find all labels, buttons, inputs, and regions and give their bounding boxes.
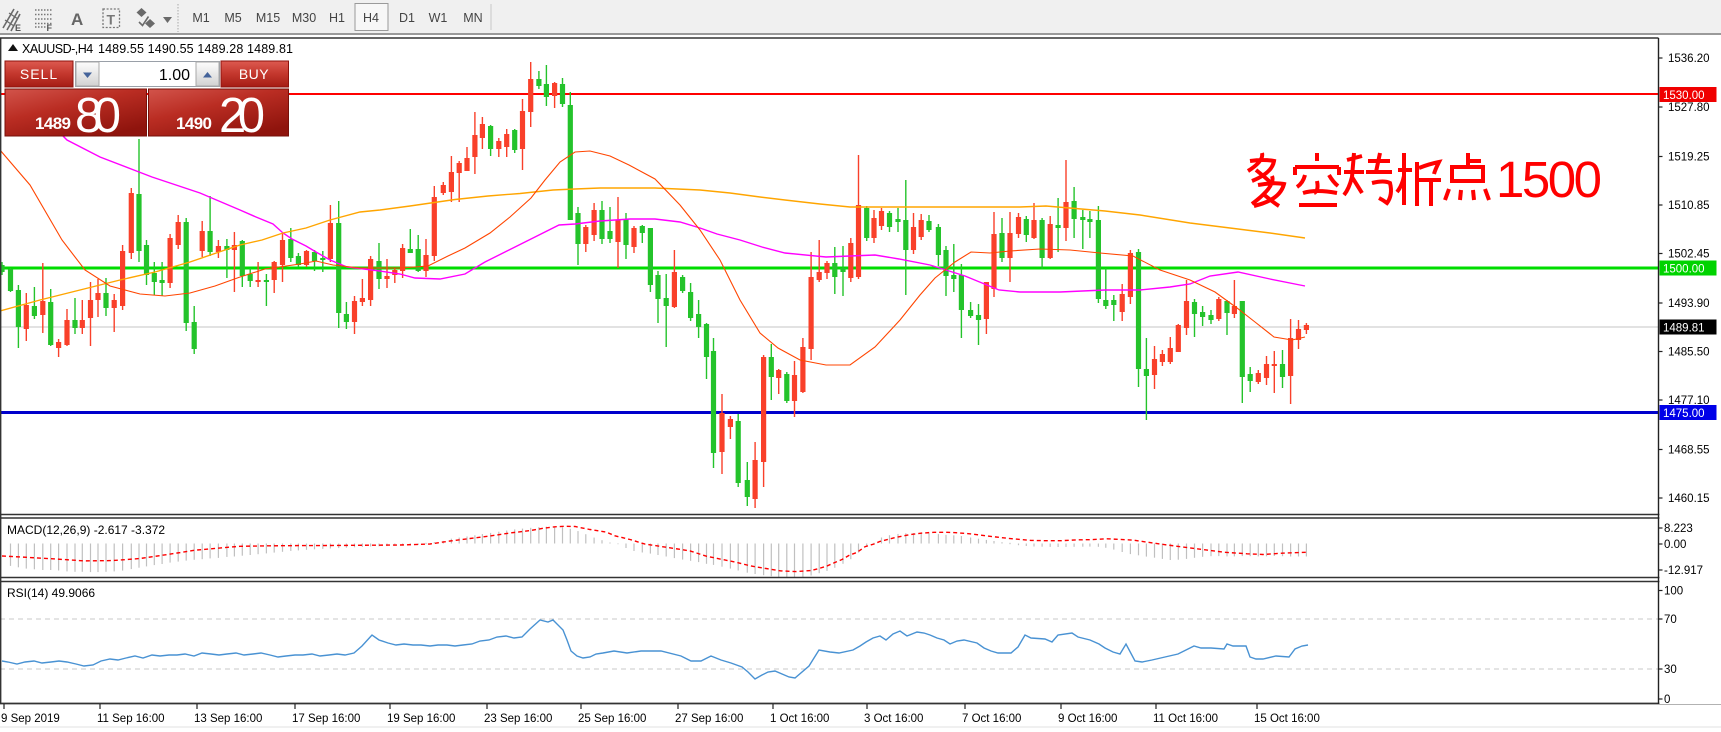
svg-text:1468.55: 1468.55 [1668, 445, 1710, 457]
svg-text:1489.81: 1489.81 [1663, 323, 1705, 335]
svg-text:E: E [15, 23, 21, 33]
svg-text:80: 80 [75, 89, 121, 143]
svg-text:1460.15: 1460.15 [1668, 493, 1710, 505]
svg-text:100: 100 [1664, 586, 1683, 598]
svg-text:1519.25: 1519.25 [1668, 152, 1710, 164]
svg-text:1.00: 1.00 [159, 67, 190, 84]
svg-text:1489.55 1490.55 1489.28 1489.8: 1489.55 1490.55 1489.28 1489.81 [98, 42, 293, 56]
svg-text:F: F [47, 23, 53, 33]
svg-text:23 Sep 16:00: 23 Sep 16:00 [484, 713, 552, 725]
svg-text:9 Oct 16:00: 9 Oct 16:00 [1058, 713, 1117, 725]
svg-text:XAUUSD-,H4: XAUUSD-,H4 [22, 42, 93, 56]
svg-text:8.223: 8.223 [1664, 523, 1693, 535]
svg-text:19 Sep 16:00: 19 Sep 16:00 [387, 713, 455, 725]
svg-text:1510.85: 1510.85 [1668, 200, 1710, 212]
svg-text:17 Sep 16:00: 17 Sep 16:00 [292, 713, 360, 725]
svg-text:1 Oct 16:00: 1 Oct 16:00 [770, 713, 829, 725]
svg-text:11 Sep 16:00: 11 Sep 16:00 [97, 713, 165, 725]
svg-text:0.00: 0.00 [1664, 539, 1686, 551]
svg-text:-12.917: -12.917 [1664, 565, 1703, 577]
svg-text:70: 70 [1664, 614, 1677, 626]
svg-text:H1: H1 [329, 11, 345, 25]
svg-text:1527.80: 1527.80 [1668, 102, 1710, 114]
svg-text:1475.00: 1475.00 [1663, 408, 1705, 420]
svg-text:7 Oct 16:00: 7 Oct 16:00 [962, 713, 1021, 725]
svg-text:M5: M5 [224, 11, 241, 25]
svg-text:1477.10: 1477.10 [1668, 395, 1710, 407]
svg-text:1502.45: 1502.45 [1668, 249, 1710, 261]
svg-text:13 Sep 16:00: 13 Sep 16:00 [194, 713, 262, 725]
svg-text:30: 30 [1664, 664, 1677, 676]
svg-text:27 Sep 16:00: 27 Sep 16:00 [675, 713, 743, 725]
svg-text:M30: M30 [292, 11, 316, 25]
svg-text:20: 20 [219, 89, 265, 143]
svg-text:M1: M1 [192, 11, 209, 25]
svg-text:1485.50: 1485.50 [1668, 347, 1710, 359]
svg-text:M15: M15 [256, 11, 280, 25]
svg-text:W1: W1 [429, 11, 448, 25]
svg-text:SELL: SELL [20, 66, 58, 82]
svg-text:1490: 1490 [176, 114, 212, 133]
svg-text:1500.00: 1500.00 [1663, 264, 1705, 276]
svg-text:BUY: BUY [239, 66, 269, 82]
svg-text:MN: MN [463, 11, 482, 25]
svg-text:11 Oct 16:00: 11 Oct 16:00 [1153, 713, 1218, 725]
svg-text:25 Sep 16:00: 25 Sep 16:00 [578, 713, 646, 725]
svg-text:1536.20: 1536.20 [1668, 53, 1710, 65]
svg-text:1530.00: 1530.00 [1663, 90, 1705, 102]
svg-text:H4: H4 [363, 11, 379, 25]
svg-text:1493.90: 1493.90 [1668, 298, 1710, 310]
svg-text:0: 0 [1664, 694, 1670, 706]
svg-text:3 Oct 16:00: 3 Oct 16:00 [864, 713, 923, 725]
svg-text:MACD(12,26,9) -2.617 -3.372: MACD(12,26,9) -2.617 -3.372 [7, 523, 165, 537]
svg-text:1489: 1489 [35, 114, 71, 133]
svg-text:D1: D1 [399, 11, 415, 25]
svg-text:T: T [107, 12, 116, 28]
svg-text:15 Oct 16:00: 15 Oct 16:00 [1254, 713, 1320, 725]
svg-text:9 Sep 2019: 9 Sep 2019 [1, 713, 60, 725]
svg-text:A: A [71, 10, 83, 29]
svg-text:RSI(14) 49.9066: RSI(14) 49.9066 [7, 586, 95, 600]
svg-text:1500: 1500 [1496, 151, 1602, 208]
